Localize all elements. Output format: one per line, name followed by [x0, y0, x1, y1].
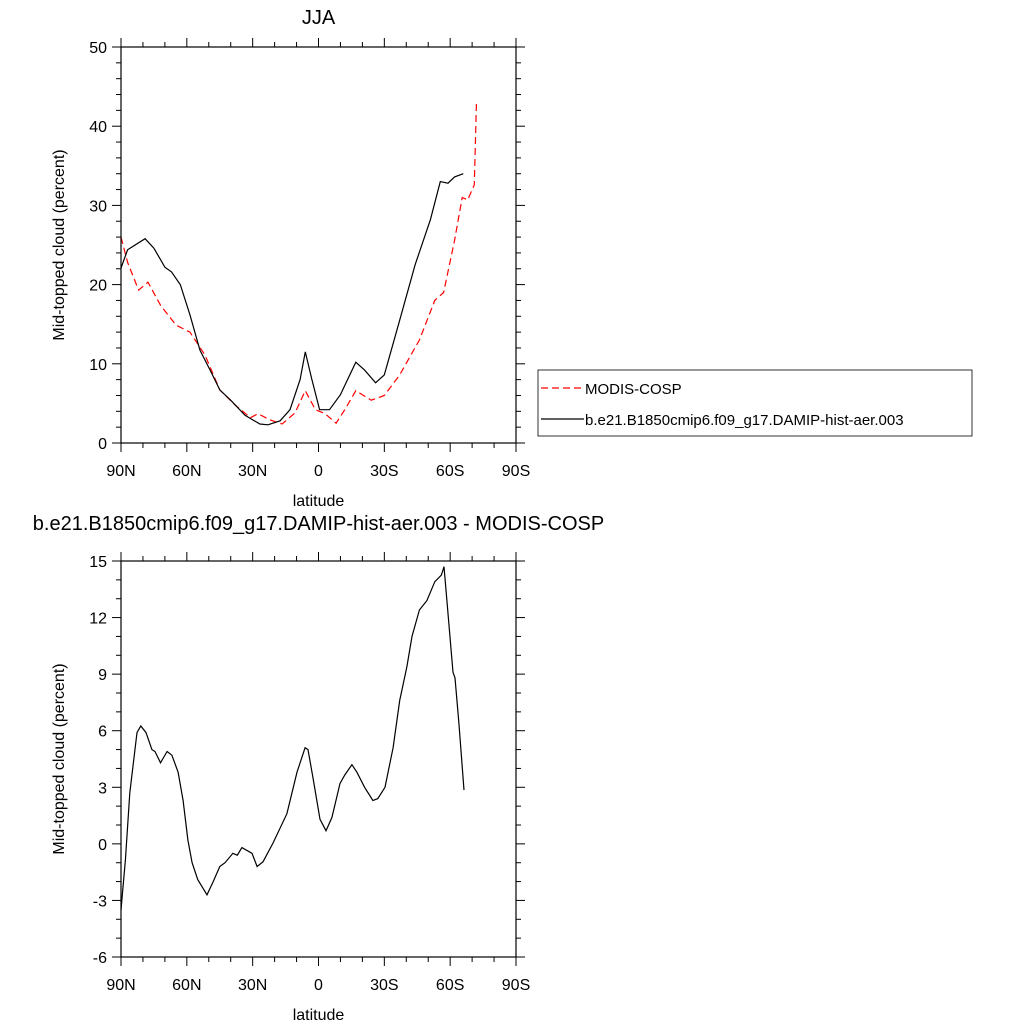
x-tick-label: 90S [502, 977, 530, 994]
y-tick-label: 20 [89, 278, 107, 295]
y-tick-label: 30 [89, 198, 107, 215]
y-tick-label: 40 [89, 119, 107, 136]
series-line-0 [120, 566, 465, 910]
top-plot-jja: 90N 60N 30N 0 30S 60S 90S 0 10 20 30 40 50 latitude Mi… [51, 7, 530, 510]
plot-title: JJA [302, 7, 336, 29]
y-tick-label: -3 [93, 893, 107, 910]
bottom-plot-difference: 90N 60N 30N 0 30S 60S 90S -6 -3 0 3 6 9 12 15 latitude M… [33, 513, 604, 1024]
x-tick-label: 60S [436, 463, 464, 480]
x-axis-label: latitude [293, 493, 345, 510]
x-tick-label: 0 [314, 463, 323, 480]
x-tick-label: 60S [436, 977, 464, 994]
x-tick-label: 60N [172, 977, 201, 994]
x-tick-label: 30N [238, 463, 267, 480]
y-tick-label: 6 [98, 724, 107, 741]
x-tick-label: 90N [106, 977, 135, 994]
legend-box [537, 369, 973, 437]
y-tick-label: 12 [89, 611, 107, 628]
x-tick-label: 60N [172, 463, 201, 480]
y-tick-label: 50 [89, 40, 107, 57]
series-line-0 [120, 100, 478, 425]
series-line-1 [120, 173, 464, 426]
x-tick-label: 0 [314, 977, 323, 994]
plot-frame [120, 560, 517, 958]
y-tick-label: -6 [93, 950, 107, 967]
legend-label-modis-cosp: MODIS-COSP [585, 381, 682, 398]
legend-label-model: b.e21.B1850cmip6.f09_g17.DAMIP-hist-aer.… [585, 412, 904, 429]
y-tick-label: 9 [98, 667, 107, 684]
x-tick-label: 30S [370, 977, 398, 994]
y-axis-label: Mid-topped cloud (percent) [51, 149, 68, 340]
x-tick-label: 90S [502, 463, 530, 480]
plot-title: b.e21.B1850cmip6.f09_g17.DAMIP-hist-aer.… [33, 513, 604, 535]
x-axis-label: latitude [293, 1007, 345, 1024]
x-tick-label: 30N [238, 977, 267, 994]
y-tick-label: 15 [89, 554, 107, 571]
y-tick-label: 10 [89, 357, 107, 374]
x-tick-label: 30S [370, 463, 398, 480]
plot-frame [120, 46, 517, 444]
legend: MODIS-COSP b.e21.B1850cmip6.f09_g17.DAMI… [537, 369, 973, 437]
y-tick-label: 3 [98, 780, 107, 797]
y-axis-label: Mid-topped cloud (percent) [51, 663, 68, 854]
y-tick-label: 0 [98, 837, 107, 854]
x-tick-label: 90N [106, 463, 135, 480]
y-tick-label: 0 [98, 436, 107, 453]
